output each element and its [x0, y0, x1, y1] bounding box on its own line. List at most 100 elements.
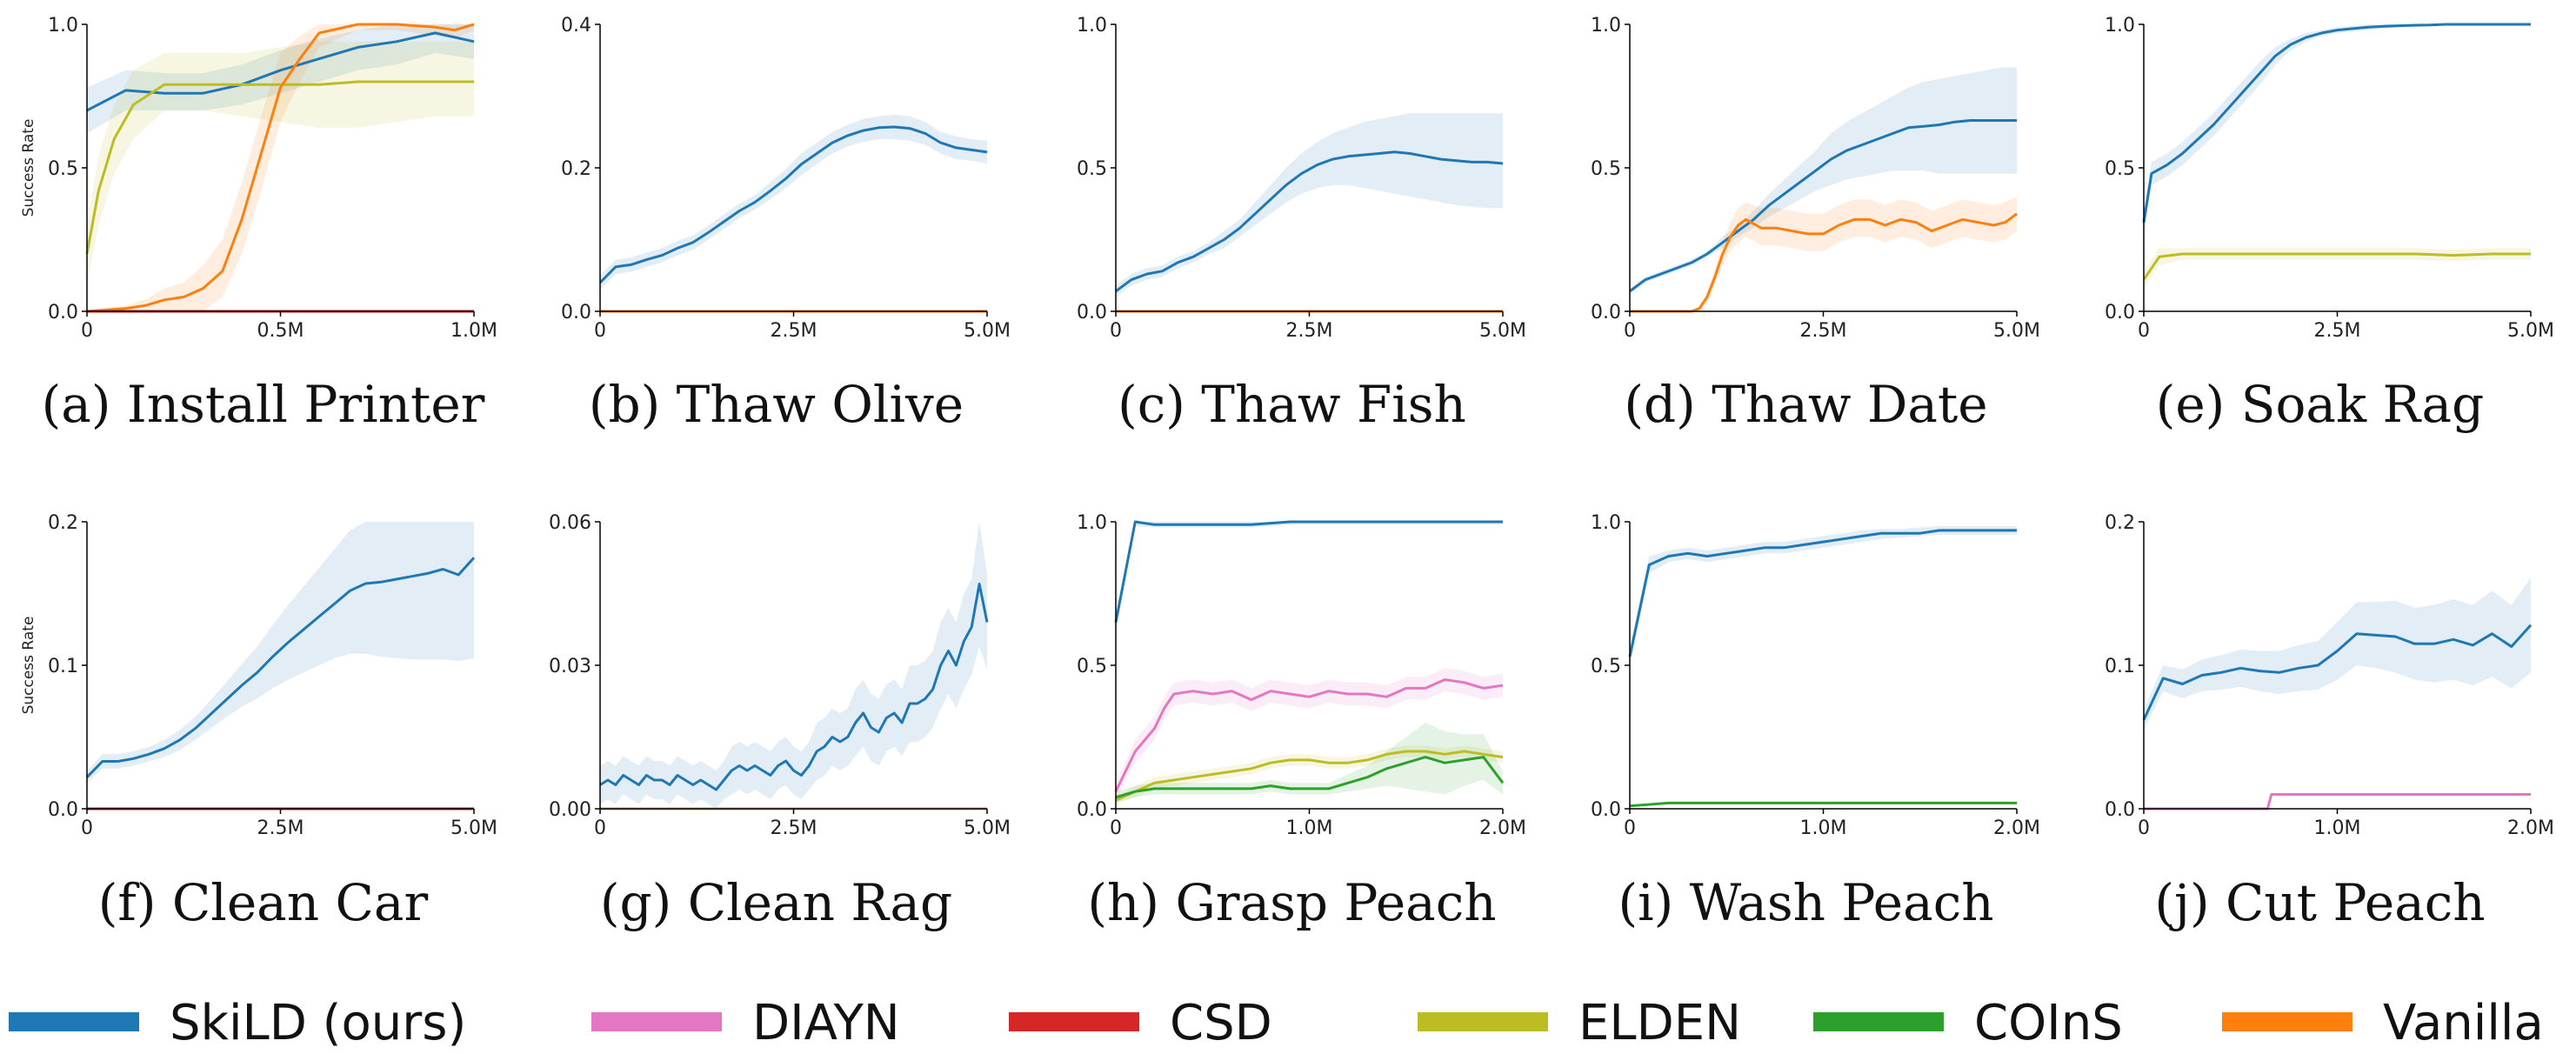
y-tick-label: 0.2 [48, 512, 78, 534]
line-skild-ours- [2142, 23, 2531, 223]
subplot-8: 0.0 0.5 1.0 0 1.0M 2.0M (h) Grasp Peach [1077, 512, 1526, 932]
line-vanilla [1630, 212, 2018, 313]
y-tick-label: 0.0 [48, 302, 78, 324]
y-axis-label: Success Rate [20, 617, 37, 715]
y-tick-label: 0.0 [561, 302, 591, 324]
legend-item-csd: CSD [1009, 995, 1272, 1051]
band-vanilla [1630, 197, 2017, 311]
y-tick-label: 1.0 [1591, 512, 1621, 534]
subplot-6: 0.0 0.1 0.2 0 2.5M 5.0M Success Rate (f) Clean … [20, 512, 497, 932]
x-tick-label: 2.5M [771, 817, 818, 839]
y-tick-label: 0.5 [1077, 158, 1107, 180]
line-skild-ours- [599, 583, 989, 791]
band-skild-ours- [1630, 67, 2017, 295]
legend-swatch [1813, 1012, 1944, 1031]
band-skild-ours- [1630, 526, 2017, 665]
x-tick-label: 1.0M [1286, 817, 1333, 839]
y-tick-label: 1.0 [2105, 15, 2135, 37]
subplot-5: 0.0 0.5 1.0 0 2.5M 5.0M (e) Soak Rag [2105, 15, 2554, 434]
legend-item-vanilla: Vanilla [2222, 995, 2544, 1051]
y-tick-label: 0.03 [549, 656, 591, 677]
y-tick-label: 0.1 [48, 656, 78, 677]
x-tick-label: 0.5M [257, 320, 304, 342]
legend-swatch [1009, 1012, 1139, 1031]
line-coins [1629, 801, 2017, 808]
y-axis-label: Success Rate [20, 119, 37, 217]
x-tick-label: 2.0M [1993, 817, 2040, 839]
band-skild-ours- [87, 24, 474, 134]
line-elden [85, 80, 474, 255]
line-elden [2142, 252, 2531, 281]
y-tick-label: 0.5 [1591, 656, 1621, 677]
y-tick-label: 0.0 [2105, 799, 2135, 821]
y-tick-label: 0.0 [1591, 799, 1621, 821]
y-tick-label: 0.06 [549, 512, 591, 534]
y-tick-label: 0.5 [2105, 158, 2135, 180]
x-tick-label: 1.0M [450, 320, 497, 342]
y-tick-label: 0.5 [1077, 656, 1107, 677]
y-tick-label: 0.2 [561, 158, 591, 180]
y-tick-label: 1.0 [1591, 15, 1621, 37]
x-tick-label: 0 [1110, 817, 1122, 839]
band-diayn [1116, 668, 1503, 801]
line-vanilla [86, 23, 475, 313]
x-tick-label: 5.0M [1993, 320, 2040, 342]
subplot-1: 0.0 0.5 1.0 0 0.5M 1.0M Success Rate (a) Instal… [20, 15, 497, 434]
band-skild-ours- [600, 114, 987, 290]
x-tick-label: 0 [81, 320, 93, 342]
band-skild-ours- [1116, 522, 1503, 631]
subplot-caption: (a) Install Printer [42, 375, 485, 434]
subplot-caption: (b) Thaw Olive [589, 375, 964, 434]
y-tick-label: 0.00 [549, 799, 591, 821]
subplot-caption: (e) Soak Rag [2156, 375, 2485, 434]
y-tick-label: 0.1 [2105, 656, 2135, 677]
legend-label: COInS [1974, 995, 2123, 1051]
x-tick-label: 5.0M [964, 320, 1011, 342]
line-skild-ours- [1629, 119, 2017, 293]
subplot-caption: (c) Thaw Fish [1118, 375, 1466, 434]
legend-item-diayn: DIAYN [591, 995, 900, 1051]
legend-swatch [1418, 1012, 1548, 1031]
x-tick-label: 0 [594, 320, 606, 342]
band-vanilla [87, 24, 474, 311]
x-tick-label: 0 [1624, 320, 1636, 342]
y-tick-label: 0.0 [48, 799, 78, 821]
x-tick-label: 0 [2138, 817, 2150, 839]
x-tick-label: 5.0M [1479, 320, 1526, 342]
legend-label: Vanilla [2383, 995, 2544, 1051]
legend: SkiLD (ours) DIAYN CSD ELDEN COInS Vanilla [9, 995, 2544, 1051]
y-tick-label: 1.0 [1077, 15, 1107, 37]
x-tick-label: 5.0M [964, 817, 1011, 839]
band-skild-ours- [600, 522, 987, 809]
x-tick-label: 2.0M [1479, 817, 1526, 839]
x-tick-label: 2.5M [257, 817, 304, 839]
x-tick-label: 0 [2138, 320, 2150, 342]
legend-item-elden: ELDEN [1418, 995, 1741, 1051]
subplot-10: 0.0 0.1 0.2 0 1.0M 2.0M (j) Cut Peach [2105, 512, 2554, 932]
subplot-3: 0.0 0.5 1.0 0 2.5M 5.0M (c) Thaw Fish [1077, 15, 1526, 434]
line-diayn [1114, 678, 1504, 792]
x-tick-label: 5.0M [2507, 320, 2554, 342]
line-elden [1115, 750, 1504, 802]
subplot-caption: (f) Clean Car [98, 873, 429, 932]
subplot-caption: (j) Cut Peach [2154, 873, 2485, 932]
legend-item-skild-ours-: SkiLD (ours) [9, 995, 466, 1051]
legend-swatch [591, 1012, 722, 1031]
legend-label: DIAYN [752, 995, 900, 1051]
line-skild-ours- [1114, 520, 1503, 623]
subplot-caption: (h) Grasp Peach [1087, 873, 1496, 932]
legend-label: ELDEN [1578, 995, 1741, 1051]
x-tick-label: 0 [1110, 320, 1122, 342]
y-tick-label: 1.0 [48, 15, 78, 37]
x-tick-label: 0 [594, 817, 606, 839]
legend-label: SkiLD (ours) [170, 995, 466, 1051]
subplot-caption: (d) Thaw Date [1624, 375, 1987, 434]
x-tick-label: 1.0M [2314, 817, 2361, 839]
legend-item-coins: COInS [1813, 995, 2123, 1051]
line-diayn [2144, 793, 2531, 811]
y-tick-label: 0.0 [1077, 799, 1107, 821]
legend-label: CSD [1170, 995, 1272, 1051]
y-tick-label: 0.5 [48, 158, 78, 180]
x-tick-label: 5.0M [450, 817, 497, 839]
